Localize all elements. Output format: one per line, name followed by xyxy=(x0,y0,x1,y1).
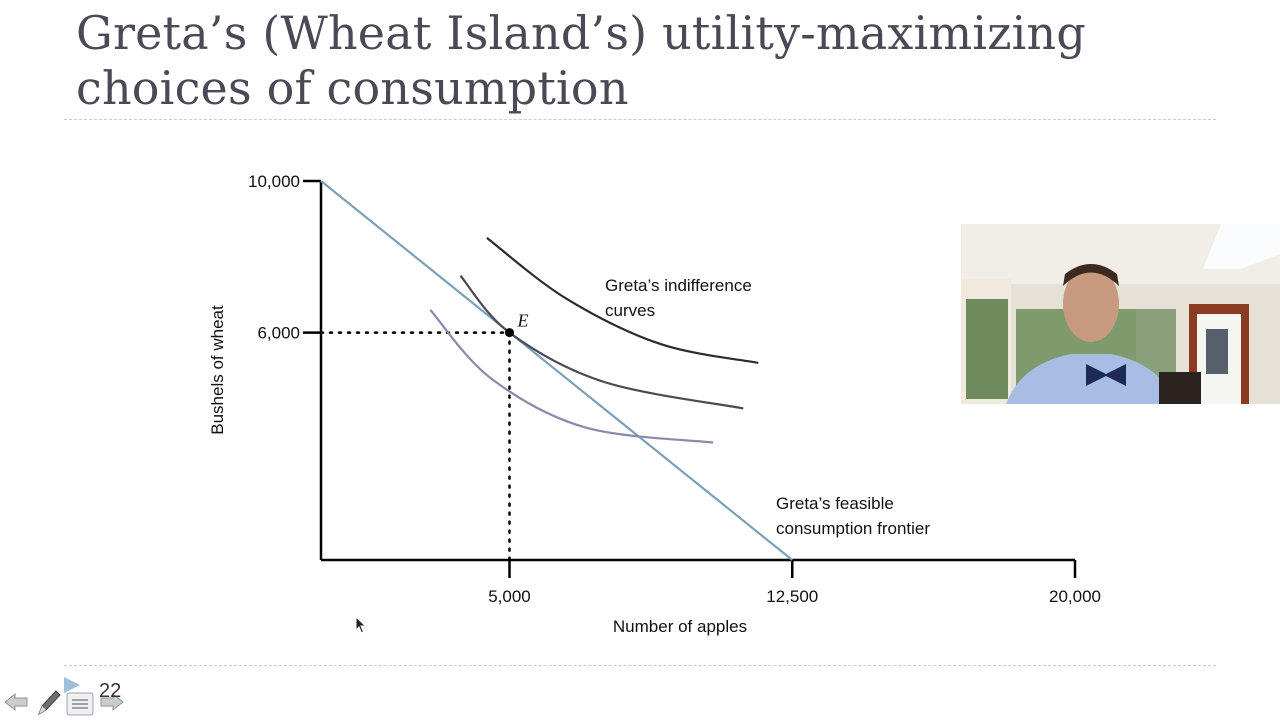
series-0 xyxy=(320,180,793,561)
title-line-2: choices of consumption xyxy=(76,61,629,115)
play-triangle-icon xyxy=(64,677,80,693)
chart-axes: 5,000 12,500 20,000 6,000 10,000 Number of ap… xyxy=(208,172,1101,636)
chart-series xyxy=(320,180,793,561)
svg-text:curves: curves xyxy=(605,301,655,320)
svg-text:20,000: 20,000 xyxy=(1049,587,1101,606)
slide-navigation xyxy=(0,672,200,720)
svg-text:Bushels of wheat: Bushels of wheat xyxy=(208,305,227,435)
svg-text:Greta’s indifference: Greta’s indifference xyxy=(605,276,752,295)
svg-text:6,000: 6,000 xyxy=(257,324,300,343)
svg-text:12,500: 12,500 xyxy=(766,587,818,606)
title-divider xyxy=(64,119,1216,120)
svg-text:consumption frontier: consumption frontier xyxy=(776,519,930,538)
back-arrow-icon[interactable] xyxy=(4,692,28,712)
svg-text:5,000: 5,000 xyxy=(488,587,531,606)
reference-lines xyxy=(319,331,511,562)
footer-divider xyxy=(64,665,1216,666)
svg-text:E: E xyxy=(517,311,529,331)
series-3 xyxy=(429,309,714,444)
presenter-webcam xyxy=(961,224,1280,404)
svg-text:Greta’s feasible: Greta’s feasible xyxy=(776,494,894,513)
slide-number: 22 xyxy=(99,680,122,702)
svg-text:10,000: 10,000 xyxy=(248,172,300,191)
series-2 xyxy=(459,275,744,410)
forward-arrow-icon[interactable] xyxy=(100,692,124,712)
slide-title: Greta’s (Wheat Island’s) utility-maximiz… xyxy=(76,6,1176,116)
series-1 xyxy=(486,236,759,365)
mouse-cursor-icon xyxy=(355,616,367,634)
title-line-1: Greta’s (Wheat Island’s) utility-maximiz… xyxy=(76,6,1087,60)
pen-icon[interactable] xyxy=(36,688,62,716)
chart-labels: E Greta’s indifference curves Greta’s feasi… xyxy=(505,276,930,538)
svg-text:Number of apples: Number of apples xyxy=(613,617,747,636)
menu-icon[interactable] xyxy=(66,692,94,716)
